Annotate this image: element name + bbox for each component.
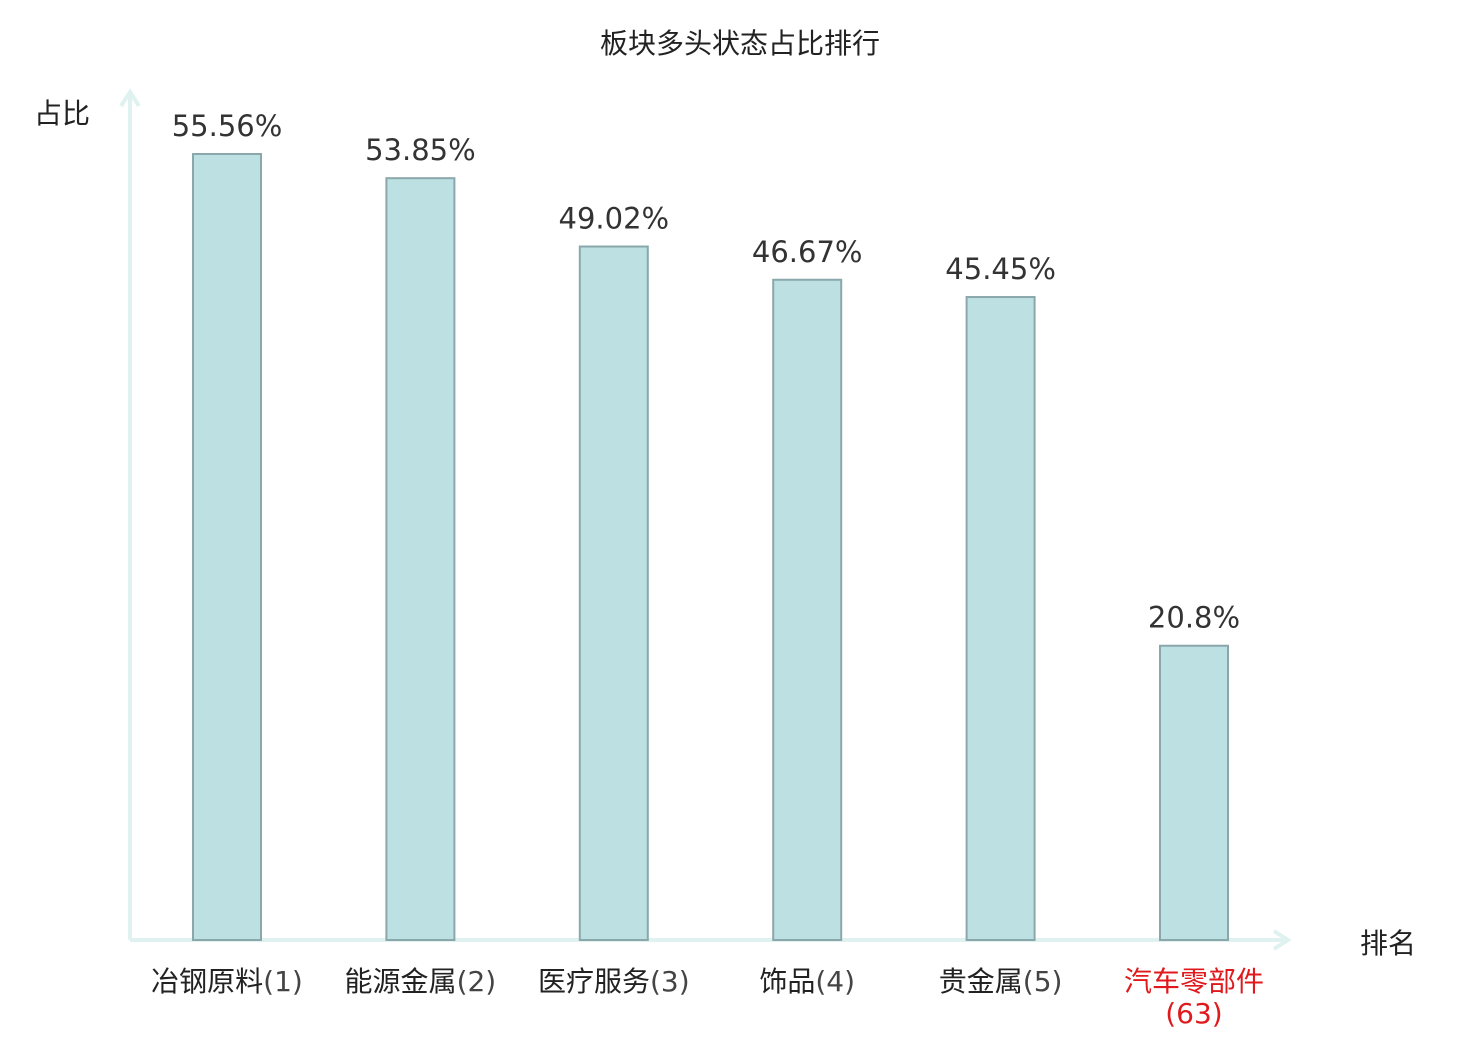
category-label-1: 冶钢原料(1) bbox=[151, 965, 303, 998]
bar-3 bbox=[578, 245, 649, 942]
y-axis-label: 占比 bbox=[34, 97, 91, 130]
data-label-3: 49.02% bbox=[559, 202, 670, 236]
bar-1 bbox=[192, 153, 262, 941]
category-label-3: 医疗服务(3) bbox=[537, 965, 690, 998]
data-label-1: 55.56% bbox=[172, 109, 283, 143]
category-label-4: 饰品(4) bbox=[759, 965, 856, 998]
category-label-5: 贵金属(5) bbox=[938, 965, 1063, 998]
data-label-5: 45.45% bbox=[945, 252, 1056, 286]
x-axis-arrow bbox=[1272, 929, 1292, 951]
chart-title: 板块多头状态占比排行 bbox=[599, 27, 880, 60]
bar-2 bbox=[385, 177, 456, 941]
x-axis-label: 排名 bbox=[1360, 927, 1417, 960]
data-label-2: 53.85% bbox=[365, 133, 476, 167]
bar-6 bbox=[1159, 644, 1229, 941]
category-label-2: 能源金属(2) bbox=[344, 965, 497, 998]
bar-4 bbox=[772, 278, 843, 941]
data-label-4: 46.67% bbox=[752, 235, 863, 269]
bar-5 bbox=[965, 296, 1036, 941]
category-label-6: 汽车零部件(63) bbox=[1124, 965, 1265, 1030]
y-axis-arrow bbox=[119, 88, 141, 108]
data-label-6: 20.8% bbox=[1148, 601, 1240, 635]
